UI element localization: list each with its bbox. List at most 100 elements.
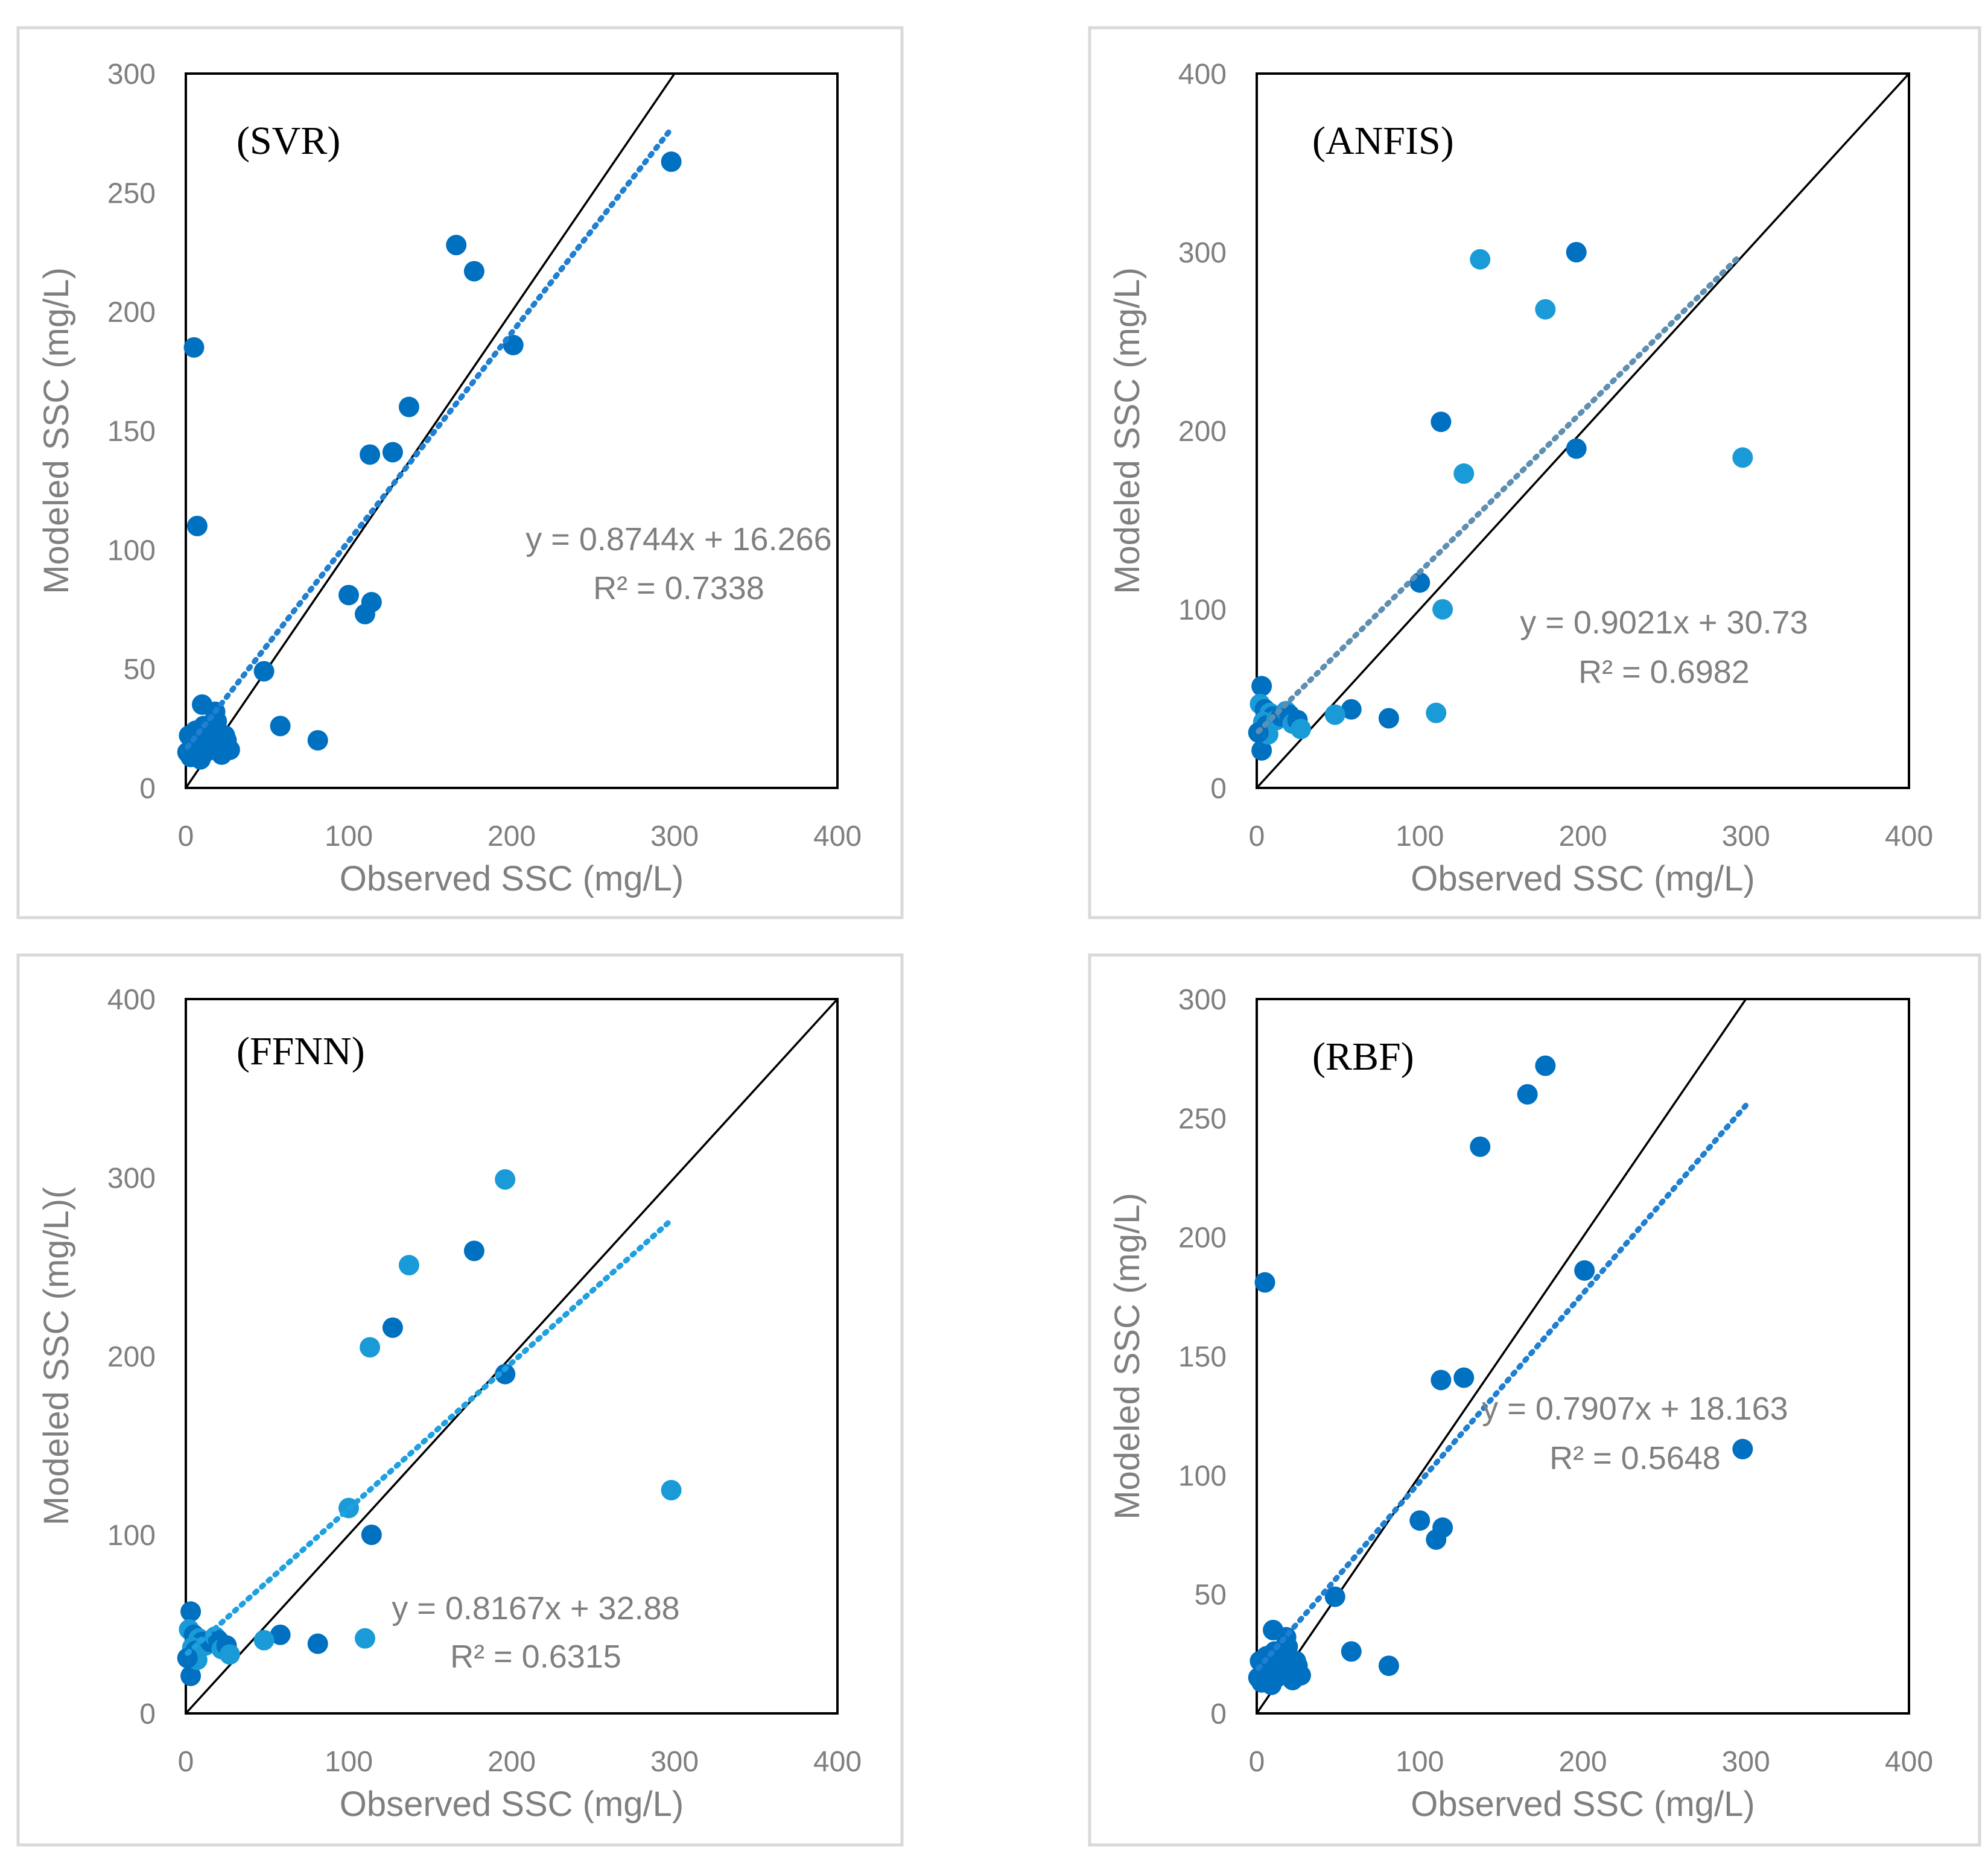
x-tick-label: 200 — [1558, 1746, 1607, 1778]
x-axis-title: Observed SSC (mg/L) — [1411, 859, 1755, 898]
panel-label: (SVR) — [237, 119, 340, 163]
data-point — [1566, 438, 1587, 459]
trendline-equation: y = 0.9021x + 30.73 — [1520, 605, 1808, 641]
x-tick-label: 300 — [650, 820, 699, 852]
panel-frame — [1088, 26, 1981, 919]
chart-panel-ffnn: 0 100 200 300 400 0 100 200 300 400 Observed SSC (… — [16, 953, 904, 1847]
data-point — [495, 1363, 516, 1385]
data-point — [1732, 447, 1753, 468]
data-point — [253, 1630, 275, 1651]
data-point — [463, 261, 484, 282]
y-tick-label: 400 — [107, 984, 156, 1016]
data-point — [1254, 1272, 1275, 1293]
data-point — [355, 603, 375, 624]
data-point — [398, 1255, 419, 1276]
y-tick-label: 200 — [107, 1341, 156, 1373]
data-point — [1378, 1655, 1399, 1677]
data-point — [183, 337, 205, 358]
y-tick-label: 400 — [1178, 59, 1227, 90]
data-point — [253, 661, 275, 682]
data-point — [495, 1169, 516, 1190]
y-tick-label: 200 — [107, 297, 156, 329]
y-axis-title: Modeled SSC (mg/L) — [1108, 1193, 1147, 1520]
data-points — [1248, 242, 1753, 761]
data-point — [1453, 463, 1475, 484]
chart-panel-svr: 0 50 100 150 200 250 300 0 100 200 300 400 Observed … — [16, 26, 904, 919]
data-point — [180, 1665, 202, 1686]
y-tick-label: 250 — [1178, 1103, 1227, 1135]
trendline — [1256, 253, 1742, 734]
data-point — [219, 1644, 240, 1665]
data-point — [1431, 411, 1452, 433]
y-tick-label: 100 — [1178, 1460, 1227, 1492]
x-tick-label: 300 — [1722, 820, 1770, 852]
chart-panel-rbf: 0 50 100 150 200 250 300 0 100 200 300 400 Observed … — [1088, 953, 1981, 1847]
data-point — [338, 585, 359, 606]
data-point — [1426, 702, 1447, 723]
data-point — [1566, 242, 1587, 262]
x-tick-label: 300 — [650, 1746, 699, 1778]
data-point — [177, 1648, 198, 1669]
identity-line — [1256, 72, 1910, 789]
y-tick-label: 0 — [139, 1698, 156, 1730]
r-squared-label: R² = 0.7338 — [593, 570, 764, 606]
chart-panel-anfis: 0 100 200 300 400 0 100 200 300 400 Observed SSC (… — [1088, 26, 1981, 919]
r-squared-label: R² = 0.5648 — [1549, 1440, 1721, 1476]
x-axis-title: Observed SSC (mg/L) — [340, 1785, 684, 1824]
data-point — [270, 716, 291, 737]
data-point — [1378, 708, 1399, 729]
data-point — [180, 1601, 202, 1622]
y-tick-label: 50 — [1195, 1579, 1227, 1611]
data-point — [1341, 1641, 1362, 1662]
data-point — [1535, 299, 1556, 320]
y-tick-label: 300 — [1178, 237, 1227, 269]
identity-line — [185, 998, 839, 1715]
data-point — [1574, 1260, 1595, 1281]
data-point — [1409, 1510, 1431, 1531]
y-tick-label: 100 — [1178, 594, 1227, 626]
x-tick-label: 400 — [1885, 1746, 1933, 1778]
panel-label: (FFNN) — [237, 1029, 365, 1073]
data-point — [1732, 1438, 1753, 1459]
x-tick-label: 300 — [1722, 1746, 1770, 1778]
y-tick-label: 150 — [1178, 1341, 1227, 1373]
data-point — [1426, 1529, 1447, 1550]
plot-area-border — [185, 998, 839, 1715]
x-tick-label: 100 — [1396, 1746, 1444, 1778]
data-point — [360, 1337, 381, 1358]
y-tick-label: 100 — [107, 535, 156, 567]
data-point — [355, 1628, 375, 1649]
x-tick-label: 0 — [178, 1746, 194, 1778]
data-point — [1341, 699, 1362, 720]
data-point — [186, 744, 208, 765]
data-point — [1453, 1367, 1475, 1388]
data-point — [270, 1624, 291, 1645]
data-point — [1251, 740, 1272, 761]
y-tick-label: 300 — [107, 1163, 156, 1195]
data-point — [1432, 599, 1453, 620]
data-points — [177, 1169, 682, 1686]
trendline-equation: y = 0.8167x + 32.88 — [392, 1590, 679, 1627]
y-tick-label: 100 — [107, 1520, 156, 1552]
x-tick-label: 0 — [1249, 820, 1265, 852]
r-squared-label: R² = 0.6315 — [450, 1639, 621, 1675]
r-squared-label: R² = 0.6982 — [1578, 654, 1750, 690]
data-point — [1285, 1651, 1306, 1672]
x-tick-label: 0 — [1249, 1746, 1265, 1778]
trendline — [185, 1217, 675, 1656]
panel-label: (ANFIS) — [1312, 119, 1454, 163]
x-tick-label: 400 — [813, 1746, 862, 1778]
x-tick-label: 200 — [487, 820, 536, 852]
data-point — [360, 444, 381, 465]
x-tick-label: 200 — [1558, 820, 1607, 852]
data-point — [1324, 704, 1345, 725]
y-tick-label: 200 — [1178, 416, 1227, 448]
y-tick-label: 0 — [1210, 773, 1227, 805]
data-point — [382, 1317, 403, 1338]
trendline — [1256, 1102, 1749, 1671]
panel-frame — [1088, 953, 1981, 1847]
data-point — [186, 515, 208, 536]
x-tick-label: 0 — [178, 820, 194, 852]
plot-area-border — [1256, 72, 1910, 789]
